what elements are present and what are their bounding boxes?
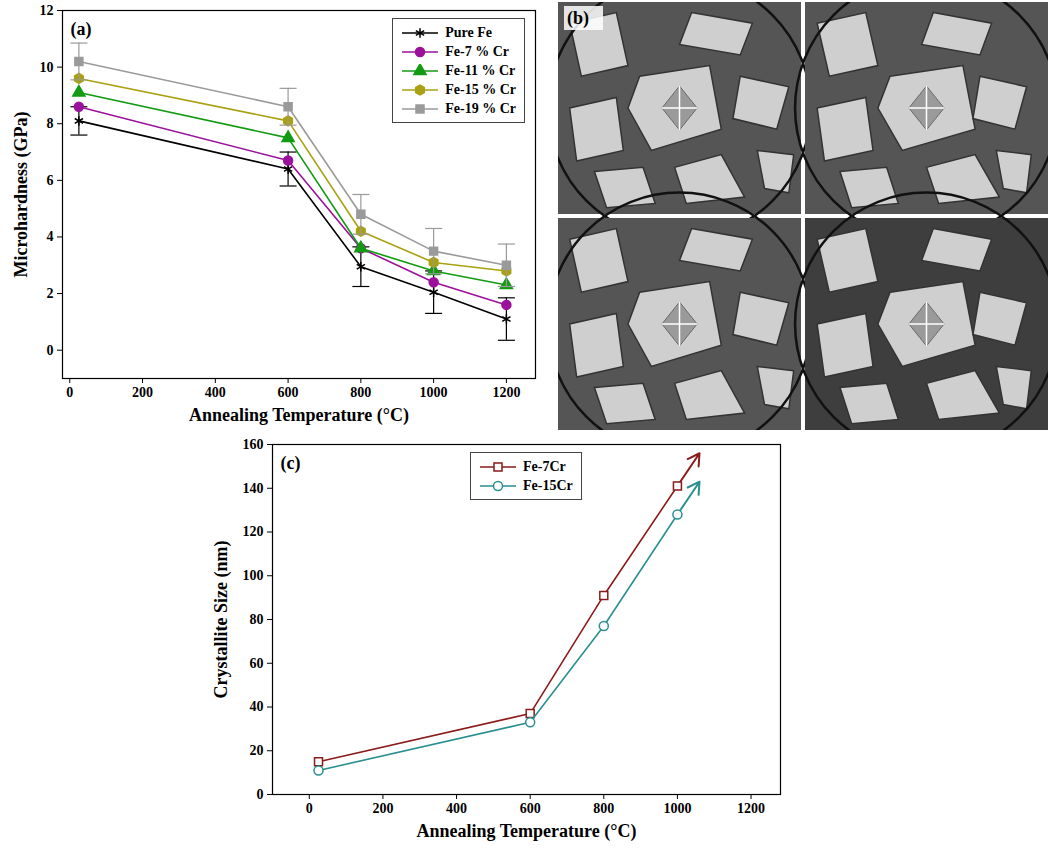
svg-text:0: 0 <box>47 343 54 358</box>
svg-text:12: 12 <box>40 3 54 18</box>
svg-text:(b): (b) <box>567 8 589 29</box>
svg-text:6: 6 <box>47 173 54 188</box>
svg-text:200: 200 <box>132 385 153 400</box>
svg-text:0: 0 <box>257 787 264 802</box>
svg-text:800: 800 <box>350 385 371 400</box>
svg-text:2: 2 <box>47 286 54 301</box>
svg-text:4: 4 <box>47 229 54 244</box>
html-text:Fe-7Cr: Fe-7Cr <box>523 458 566 474</box>
svg-text:200: 200 <box>372 801 393 816</box>
svg-text:Microhardness (GPa): Microhardness (GPa) <box>11 111 32 277</box>
svg-text:1000: 1000 <box>420 385 448 400</box>
svg-text:0: 0 <box>306 801 313 816</box>
svg-text:1200: 1200 <box>492 385 520 400</box>
html-text:Fe-11 % Cr: Fe-11 % Cr <box>445 62 516 78</box>
svg-text:600: 600 <box>278 385 299 400</box>
svg-text:60: 60 <box>250 656 264 671</box>
svg-text:800: 800 <box>593 801 614 816</box>
svg-text:Annealing Temperature (°C): Annealing Temperature (°C) <box>417 821 637 842</box>
svg-text:80: 80 <box>250 612 264 627</box>
svg-text:140: 140 <box>243 481 264 496</box>
svg-text:(a): (a) <box>71 19 92 40</box>
svg-text:400: 400 <box>446 801 467 816</box>
svg-text:40: 40 <box>250 699 264 714</box>
svg-text:400: 400 <box>205 385 226 400</box>
svg-text:120: 120 <box>243 524 264 539</box>
svg-text:8: 8 <box>47 116 54 131</box>
svg-text:160: 160 <box>243 437 264 452</box>
svg-text:20: 20 <box>250 743 264 758</box>
svg-text:1200: 1200 <box>737 801 765 816</box>
svg-text:Annealing Temperature (°C): Annealing Temperature (°C) <box>189 405 409 426</box>
html-text:Fe-7 % Cr: Fe-7 % Cr <box>445 43 509 59</box>
svg-text:1000: 1000 <box>663 801 691 816</box>
svg-text:10: 10 <box>40 60 54 75</box>
html-text:Fe-15 % Cr: Fe-15 % Cr <box>445 81 516 97</box>
html-text:Fe-19 % Cr: Fe-19 % Cr <box>445 100 516 116</box>
svg-text:100: 100 <box>243 568 264 583</box>
svg-text:Crystallite Size (nm): Crystallite Size (nm) <box>211 541 232 699</box>
svg-text:(c): (c) <box>281 453 301 474</box>
html-text:Fe-15Cr: Fe-15Cr <box>523 477 573 493</box>
html-text:Pure Fe: Pure Fe <box>445 24 492 40</box>
svg-text:0: 0 <box>66 385 73 400</box>
svg-text:600: 600 <box>520 801 541 816</box>
